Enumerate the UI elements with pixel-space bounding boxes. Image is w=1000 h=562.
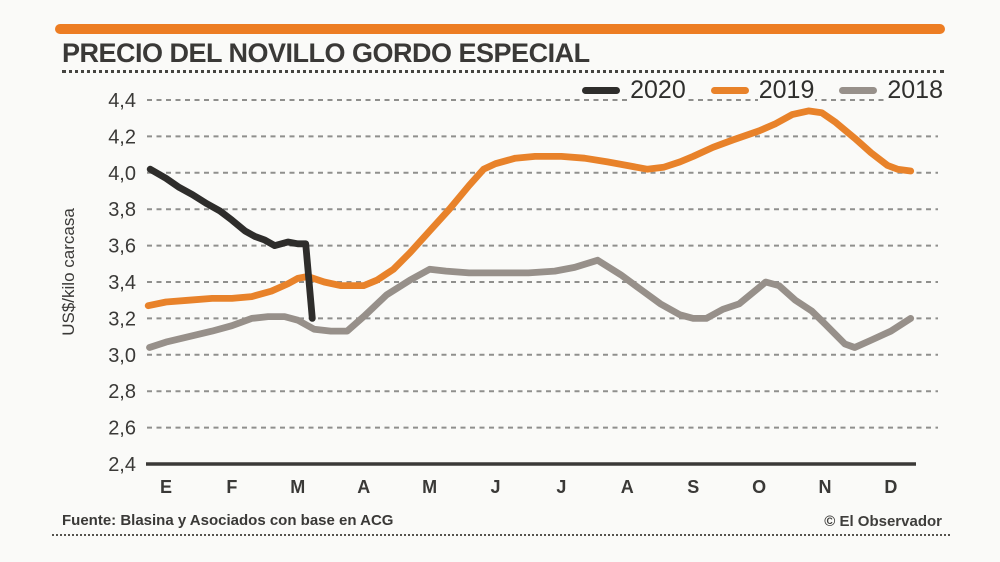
source-note: Fuente: Blasina y Asociados con base en … xyxy=(62,512,394,529)
series-line-2019 xyxy=(144,107,915,310)
x-tick-label-month: N xyxy=(819,477,832,497)
x-tick-label-month: J xyxy=(490,477,500,497)
x-tick-label-month: M xyxy=(290,477,305,497)
x-tick-label-month: E xyxy=(160,477,172,497)
y-tick-label: 2,4 xyxy=(108,454,136,476)
y-tick-label: 3,8 xyxy=(108,199,136,221)
x-tick-label-month: F xyxy=(226,477,237,497)
legend-label-2018: 2018 xyxy=(886,75,944,104)
x-tick-label-month: D xyxy=(884,477,897,497)
page-title: PRECIO DEL NOVILLO GORDO ESPECIAL xyxy=(62,38,590,68)
legend-swatch-2019 xyxy=(710,86,749,94)
legend-swatch-2018 xyxy=(839,86,878,94)
series-line-2020 xyxy=(146,165,316,322)
series-line-2018 xyxy=(146,256,915,351)
legend-item-2018: 2018 xyxy=(839,75,944,104)
y-tick-label: 3,6 xyxy=(108,236,136,258)
x-tick-label-month: O xyxy=(752,477,766,497)
x-tick-label-month: S xyxy=(687,477,699,497)
legend-item-2019: 2019 xyxy=(710,75,816,104)
x-tick-label-month: A xyxy=(357,477,370,497)
y-tick-label: 2,8 xyxy=(108,381,136,403)
y-tick-label: 3,2 xyxy=(108,308,136,330)
legend-item-2020: 2020 xyxy=(582,75,687,104)
y-axis-title: US$/kilo carcasa xyxy=(59,208,78,336)
credit-note: © El Observador xyxy=(824,513,942,530)
y-tick-label: 2,6 xyxy=(108,418,136,440)
chart-legend: 2020 2019 2018 xyxy=(582,76,944,104)
y-tick-label: 3,0 xyxy=(108,345,136,367)
legend-label-2020: 2020 xyxy=(629,75,687,104)
y-tick-label: 4,2 xyxy=(108,126,136,148)
x-tick-label-month: M xyxy=(422,477,437,497)
legend-swatch-2020 xyxy=(582,86,621,94)
y-tick-label: 4,4 xyxy=(108,90,136,112)
title-separator xyxy=(62,70,944,73)
y-tick-label: 3,4 xyxy=(108,272,136,294)
legend-label-2019: 2019 xyxy=(757,75,816,104)
footer-separator xyxy=(52,534,950,536)
brand-accent-bar xyxy=(55,24,945,34)
x-tick-label-month: A xyxy=(621,477,634,497)
y-tick-label: 4,0 xyxy=(108,163,136,185)
x-tick-label-month: J xyxy=(556,477,566,497)
